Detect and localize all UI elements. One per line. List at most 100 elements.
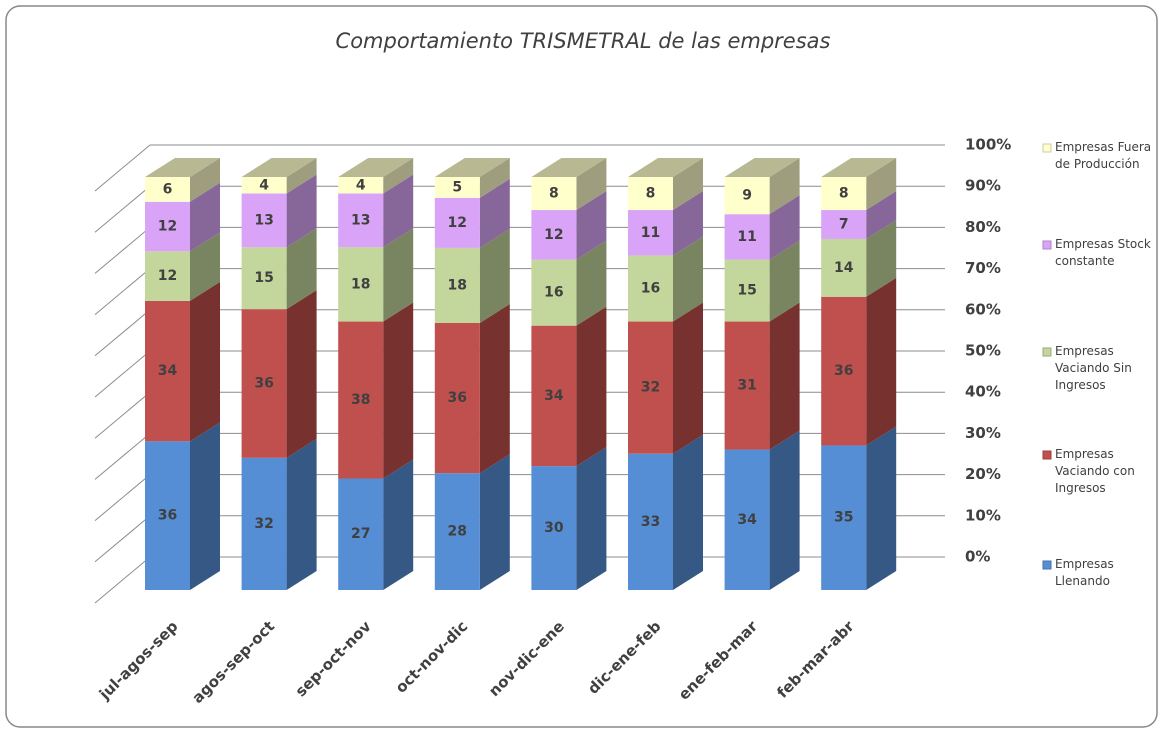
bar-side — [286, 158, 317, 194]
data-label: 12 — [158, 219, 177, 235]
bar — [241, 457, 287, 590]
data-label: 8 — [839, 186, 849, 202]
bar-side — [286, 228, 317, 310]
grid-line-wall — [94, 556, 151, 604]
bar-top — [434, 158, 510, 177]
bar — [628, 453, 673, 590]
data-label: 13 — [351, 212, 370, 228]
grid-line-wall — [94, 309, 151, 357]
bar-top — [628, 158, 703, 177]
bar — [628, 321, 673, 454]
data-label: 32 — [641, 380, 660, 396]
legend-swatch — [1042, 143, 1052, 153]
y-tick-label: 40% — [965, 383, 1001, 401]
bar — [145, 201, 190, 252]
bar-side — [190, 158, 220, 202]
bar-side — [286, 438, 317, 590]
bar-side — [769, 158, 800, 215]
bar-side — [673, 302, 703, 454]
grid-line-wall — [94, 433, 151, 480]
grid-line-wall — [94, 391, 151, 439]
data-label: 38 — [351, 392, 370, 408]
legend-swatch — [1042, 347, 1052, 357]
y-tick-label: 80% — [965, 218, 1001, 236]
grid-line-wall — [94, 144, 151, 192]
data-label: 12 — [544, 227, 563, 243]
y-tick-label: 10% — [965, 506, 1001, 524]
legend-label: Empresas Vaciando con Ingresos — [1055, 447, 1135, 495]
bar — [241, 309, 287, 458]
bar — [821, 210, 867, 239]
bar-side — [866, 191, 897, 239]
data-label: 13 — [254, 212, 273, 228]
data-label: 34 — [737, 512, 757, 528]
bar-side — [383, 158, 414, 194]
bar-side — [479, 304, 510, 474]
bar-side — [866, 219, 897, 297]
bar-side — [479, 158, 510, 198]
bar — [724, 214, 770, 260]
bar — [531, 259, 577, 326]
chart-title: Comportamiento TRISMETRAL de las empresa… — [336, 29, 831, 53]
bar — [434, 323, 480, 474]
bar-top — [821, 158, 897, 177]
data-label: 8 — [646, 186, 656, 202]
bar-side — [190, 281, 220, 442]
bar-side — [383, 459, 414, 590]
bar — [628, 255, 673, 322]
data-label: 36 — [448, 390, 467, 406]
bar-side — [190, 422, 220, 590]
bar-side — [673, 434, 703, 590]
bar — [338, 478, 384, 590]
data-label: 27 — [351, 526, 370, 542]
data-label: 4 — [259, 177, 269, 193]
y-tick-label: 50% — [965, 342, 1001, 360]
data-label: 36 — [834, 363, 853, 379]
bar — [145, 251, 190, 301]
bar — [821, 177, 867, 211]
legend-swatch — [1042, 450, 1052, 460]
bar — [241, 193, 287, 248]
bar — [531, 466, 577, 590]
data-label: 30 — [544, 520, 564, 536]
y-tick-label: 90% — [965, 177, 1001, 195]
bar-side — [576, 191, 607, 260]
bar — [434, 247, 480, 324]
legend-label: Empresas Vaciando Sin Ingresos — [1055, 344, 1132, 392]
grid-line-wall — [94, 350, 151, 398]
bar — [145, 177, 190, 202]
bar-side — [383, 174, 414, 248]
bar-side — [769, 302, 800, 450]
bar-side — [383, 302, 414, 479]
legend-label: Empresas Llenando — [1055, 557, 1114, 588]
bar-side — [673, 158, 703, 211]
data-label: 34 — [544, 388, 564, 404]
bar-side — [866, 277, 897, 446]
y-tick-label: 0% — [965, 548, 990, 566]
bar-side — [576, 447, 607, 590]
bar — [724, 177, 770, 215]
data-label: 15 — [254, 270, 273, 286]
bar — [628, 210, 673, 256]
grid-line-wall — [94, 185, 151, 233]
data-label: 9 — [742, 188, 752, 204]
bar — [434, 177, 480, 198]
y-tick-label: 60% — [965, 300, 1001, 318]
data-label: 32 — [254, 516, 273, 532]
bar — [145, 300, 190, 442]
grid-line-wall — [94, 515, 151, 563]
y-tick-label: 30% — [965, 424, 1001, 442]
bar-side — [769, 430, 800, 590]
legend-swatch — [1042, 560, 1052, 570]
bar-side — [383, 228, 414, 322]
data-label: 4 — [356, 177, 366, 193]
data-label: 12 — [448, 215, 467, 231]
bar — [821, 445, 867, 590]
data-label: 11 — [641, 225, 660, 241]
data-label: 15 — [737, 283, 756, 299]
data-label: 16 — [641, 281, 660, 297]
legend-label: Empresas Fuera de Producción — [1055, 140, 1152, 171]
bar-side — [673, 191, 703, 256]
